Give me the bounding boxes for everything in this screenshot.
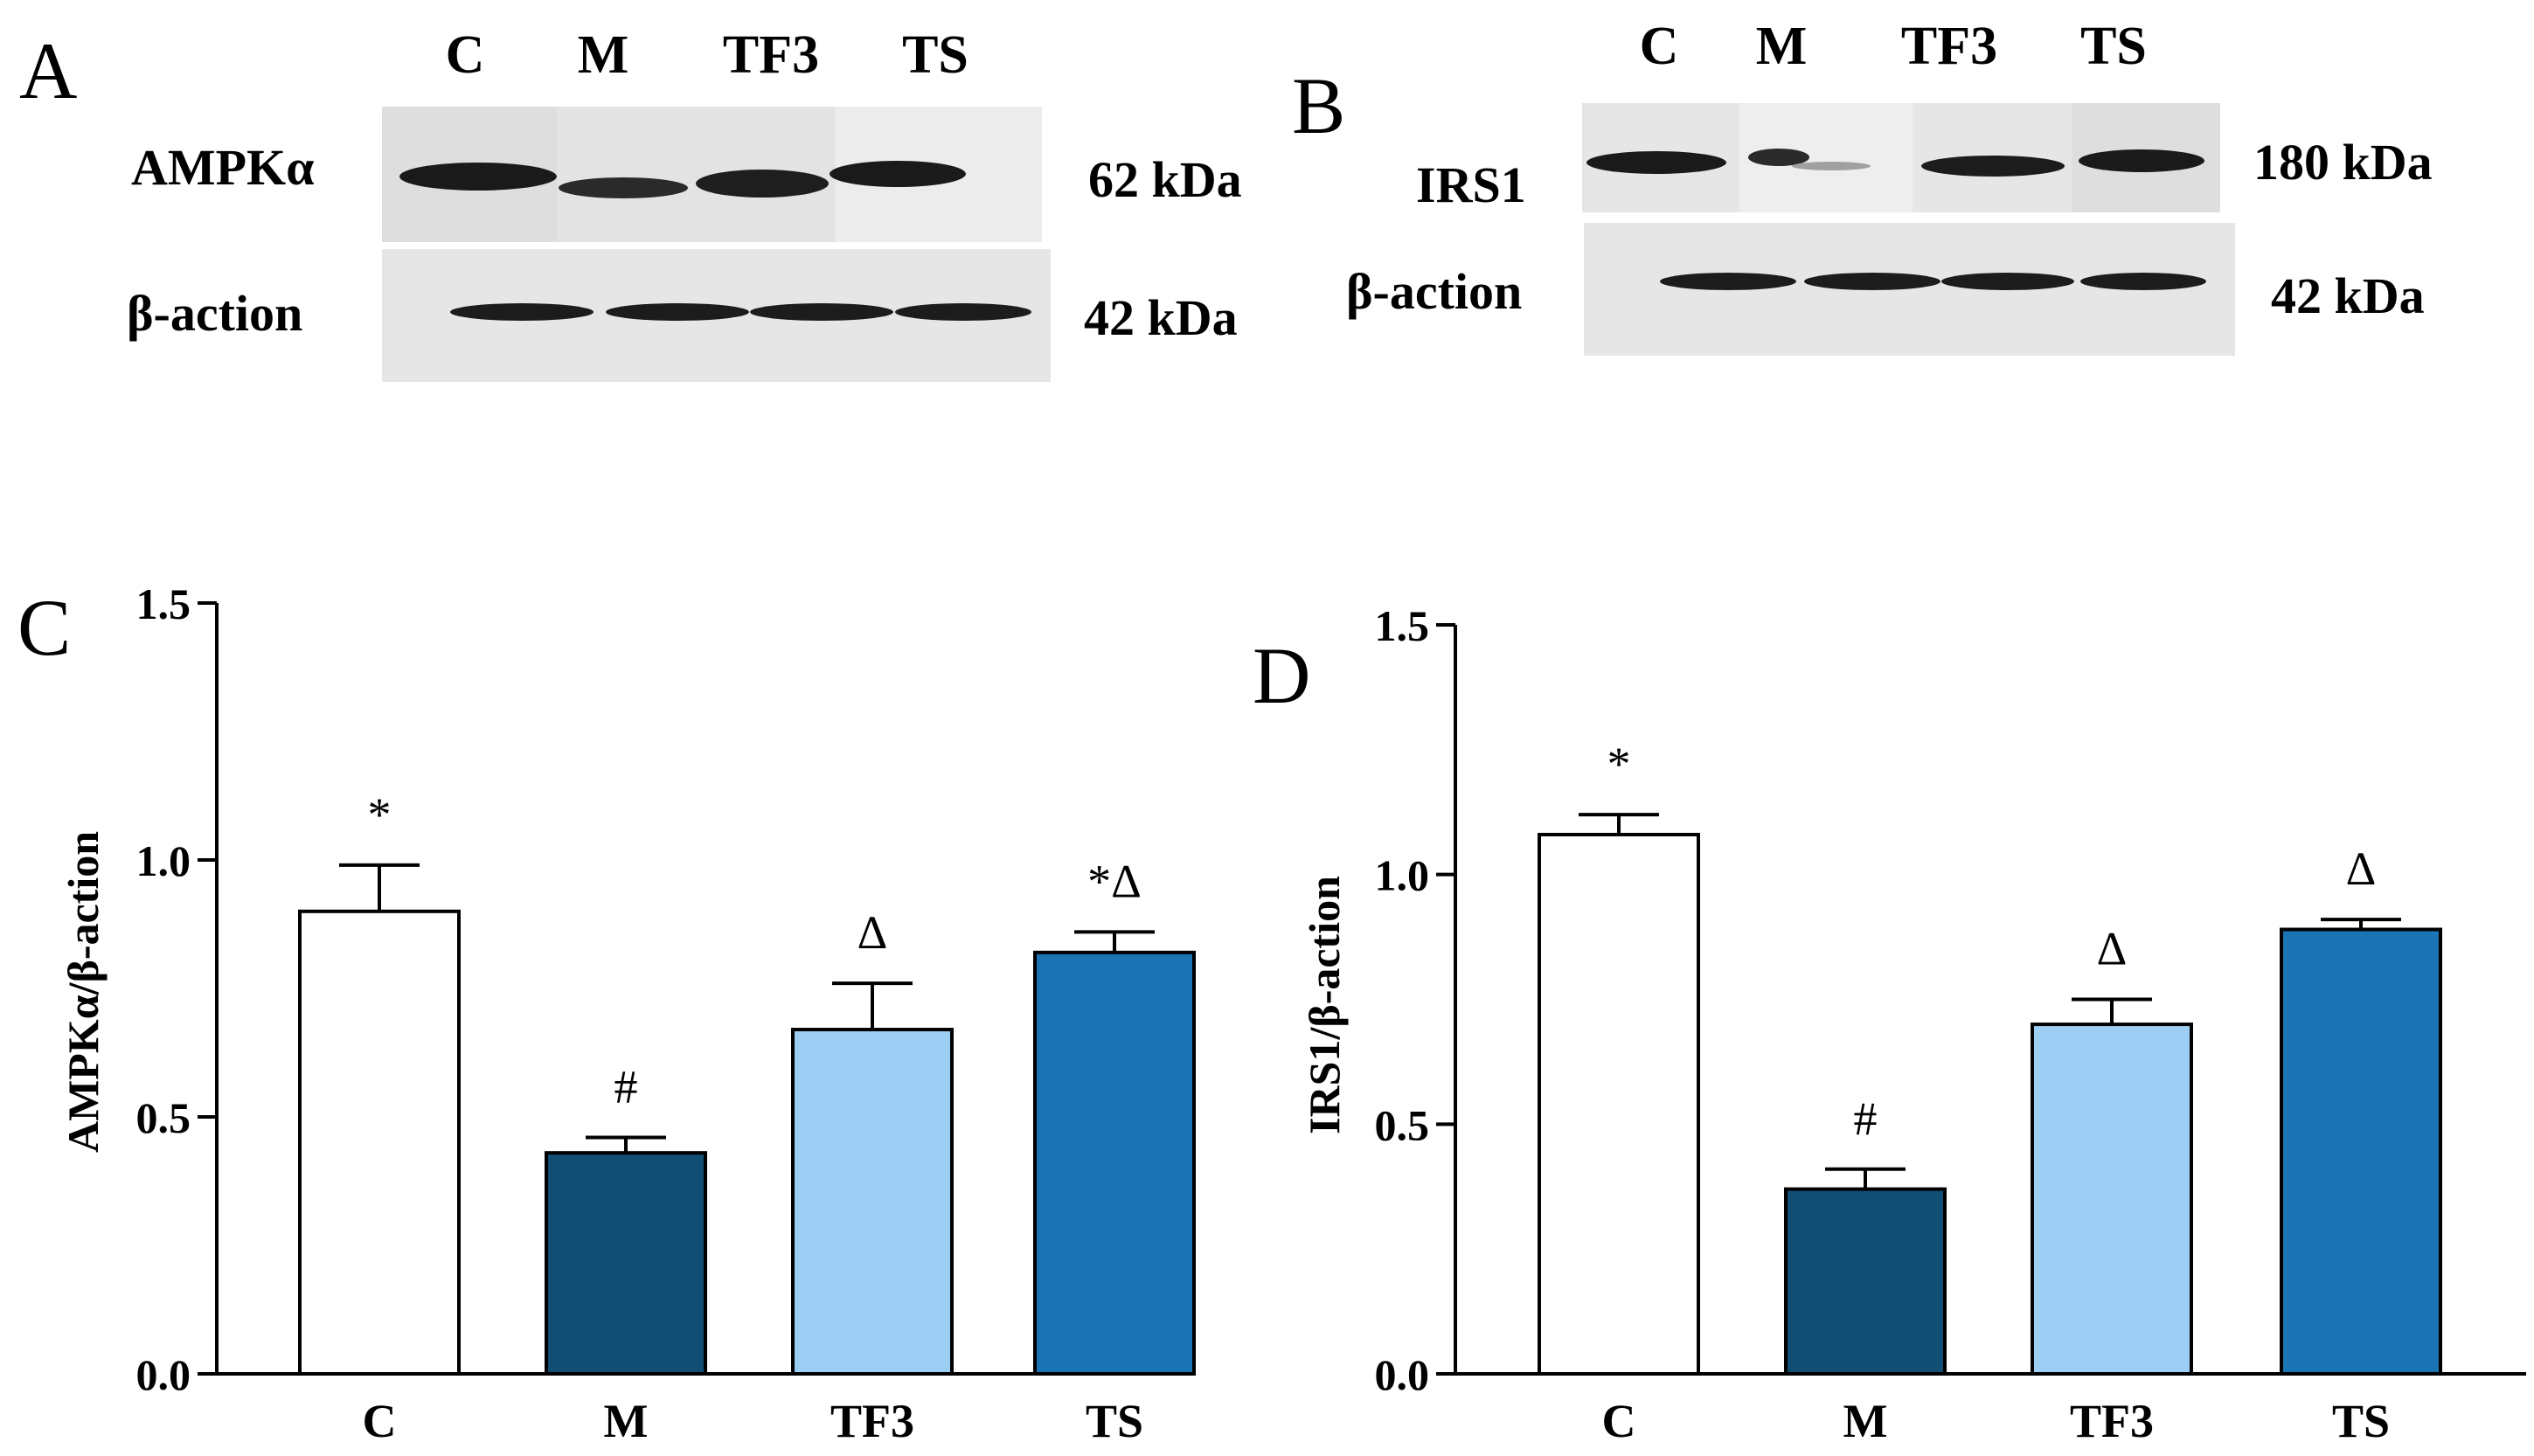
irs1-annotation-m: # [1854, 1092, 1878, 1145]
band-ampk-ts [830, 161, 966, 187]
ampk-bar-m [545, 1151, 707, 1376]
irs1-x-tick-label-ts: TS [2332, 1395, 2390, 1447]
blot-a-loading-label: β-action [127, 285, 303, 342]
blot-b-loading-bands [1660, 273, 2206, 290]
ampk-x-tick-label-tf3: TF3 [830, 1395, 914, 1447]
blot-a-lane-ts: TS [902, 25, 968, 85]
ampk-x-tick-label-ts: TS [1086, 1395, 1143, 1447]
band-irs1-tf3 [1921, 156, 2065, 177]
irs1-bar-m [1784, 1187, 1947, 1376]
blot-b-lane-c: C [1639, 17, 1679, 76]
irs1-y-tick-label: 0.5 [1375, 1100, 1430, 1149]
blot-b-lane-ts: TS [2080, 17, 2147, 76]
blot-b-target-kda: 180 kDa [2253, 134, 2433, 191]
blot-b-loading-kda: 42 kDa [2271, 267, 2425, 324]
ampk-y-tick-label: 0.5 [136, 1093, 191, 1142]
band-irs1-ts [2079, 149, 2204, 172]
band-ampk-c [399, 163, 557, 191]
blot-a-target-label: AMPKα [131, 139, 315, 196]
band-actin-a-ts [895, 303, 1031, 321]
blot-a-target-kda: 62 kDa [1088, 151, 1242, 208]
ampk-annotation-c: * [368, 788, 392, 841]
blot-a-loading-bands [450, 303, 1031, 321]
band-actin-a-c [450, 303, 594, 321]
blot-a-lane-m: M [577, 25, 629, 85]
ampk-y-tick-label: 1.5 [136, 579, 191, 628]
blot-b-target-label: IRS1 [1416, 156, 1526, 213]
blot-b-lane-tf3: TF3 [1900, 17, 1998, 76]
ampk-bar-c [298, 909, 461, 1376]
blot-b-target-membrane [1582, 103, 2220, 212]
blot-a-loading-kda: 42 kDa [1084, 289, 1238, 346]
panel-label-b: B [1292, 61, 1346, 150]
irs1-y-tick-label: 1.0 [1375, 851, 1430, 900]
band-actin-b-c [1660, 273, 1796, 290]
ampk-annotation-m: # [614, 1061, 638, 1113]
irs1-annotation-tf3: Δ [2097, 923, 2128, 975]
blot-a-target-bands [382, 107, 1042, 242]
irs1-bar-ts [2280, 927, 2442, 1376]
ampk-annotation-tf3: Δ [857, 906, 888, 959]
irs1-x-tick-label-m: M [1843, 1395, 1888, 1447]
band-actin-b-m [1804, 273, 1940, 290]
band-irs1-c [1586, 151, 1726, 174]
band-actin-b-tf3 [1941, 273, 2074, 290]
ampk-y-tick-label: 0.0 [136, 1350, 191, 1399]
blot-a-lane-tf3: TF3 [722, 25, 820, 85]
panel-label-d: D [1253, 631, 1311, 720]
irs1-x-tick-label-tf3: TF3 [2070, 1395, 2154, 1447]
blot-a-lane-c: C [445, 25, 485, 85]
blot-b-loading-label: β-action [1346, 263, 1523, 320]
band-irs1-m [1748, 149, 1809, 166]
irs1-bar-c [1538, 832, 1700, 1376]
ampk-bar-ts [1033, 950, 1196, 1376]
ampk-x-tick-label-m: M [604, 1395, 649, 1447]
irs1-annotation-ts: Δ [2346, 842, 2377, 895]
ampk-y-axis-label: AMPKα/β-action [59, 831, 108, 1153]
band-ampk-tf3 [696, 170, 829, 198]
irs1-y-tick-label: 1.5 [1375, 601, 1430, 650]
band-actin-a-tf3 [750, 303, 893, 321]
ampk-annotation-ts: *Δ [1087, 855, 1142, 907]
irs1-y-axis-label: IRS1/β-action [1300, 876, 1349, 1134]
blot-b-loading-membrane [1584, 223, 2235, 356]
panel-label-c: C [17, 583, 72, 672]
irs1-x-tick-label-c: C [1602, 1395, 1636, 1447]
blot-a-target-membrane [382, 107, 1042, 242]
band-irs1-m-tail [1792, 162, 1871, 170]
blot-b-target-bands [1586, 103, 2220, 212]
panel-label-a: A [19, 26, 78, 115]
blot-b-lane-m: M [1755, 17, 1808, 76]
irs1-annotation-c: * [1607, 738, 1631, 790]
irs1-y-tick-label: 0.0 [1375, 1350, 1430, 1399]
blot-a-loading-membrane [382, 249, 1051, 382]
band-ampk-m [559, 177, 688, 198]
irs1-bar-tf3 [2031, 1023, 2193, 1376]
ampk-x-tick-label-c: C [363, 1395, 397, 1447]
band-actin-a-m [606, 303, 749, 321]
ampk-y-tick-label: 1.0 [136, 836, 191, 885]
band-actin-b-ts [2080, 273, 2206, 290]
ampk-bar-tf3 [791, 1028, 954, 1376]
